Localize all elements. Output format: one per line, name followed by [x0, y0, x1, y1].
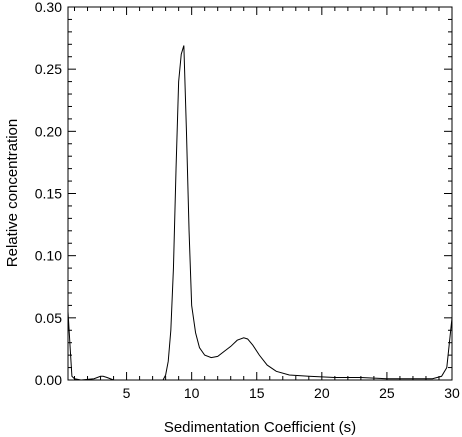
x-axis-label: Sedimentation Coefficient (s): [164, 419, 356, 436]
y-tick-label: 0.10: [35, 248, 62, 264]
y-tick-label: 0.00: [35, 372, 62, 388]
x-tick-label: 15: [249, 385, 265, 401]
x-tick-label: 25: [379, 385, 395, 401]
axis-ticks: [68, 6, 453, 381]
series-line: [67, 45, 453, 381]
x-tick-labels: 5 10 15 20 25 30: [123, 385, 460, 401]
y-tick-labels: 0.00 0.05 0.10 0.15 0.20 0.25 0.30: [35, 0, 62, 388]
y-tick-label: 0.05: [35, 310, 62, 326]
x-tick-label: 10: [184, 385, 200, 401]
x-tick-label: 20: [314, 385, 330, 401]
y-tick-label: 0.25: [35, 61, 62, 77]
y-tick-label: 0.15: [35, 186, 62, 202]
x-tick-label: 5: [123, 385, 131, 401]
x-tick-label: 30: [444, 385, 460, 401]
plot-frame: [67, 6, 453, 381]
y-tick-label: 0.30: [35, 0, 62, 15]
y-tick-label: 0.20: [35, 123, 62, 139]
y-axis-label: Relative concentration: [4, 119, 21, 267]
